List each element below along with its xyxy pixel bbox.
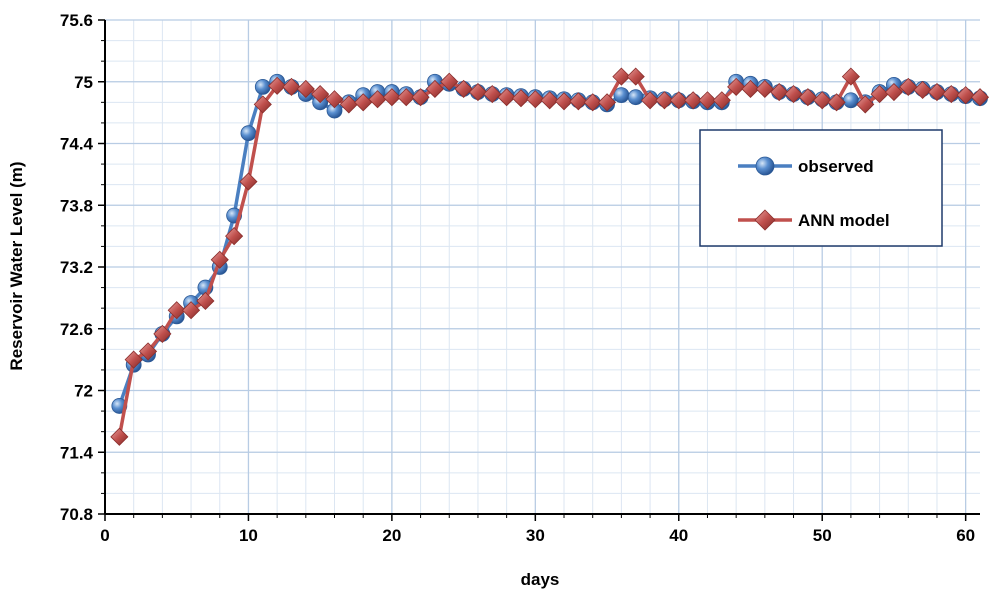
data-point-ann bbox=[597, 93, 617, 112]
y-tick-label: 72 bbox=[74, 382, 93, 401]
data-point-ann bbox=[741, 79, 760, 99]
data-point-ann bbox=[727, 77, 746, 96]
data-point-observed bbox=[240, 125, 257, 142]
y-axis-label: Reservoir Water Level (m) bbox=[7, 161, 26, 370]
x-tick-label: 0 bbox=[100, 526, 109, 545]
data-point-ann bbox=[483, 85, 502, 104]
data-point-ann bbox=[970, 88, 990, 107]
series-ann-model bbox=[110, 67, 990, 446]
data-point-ann bbox=[684, 91, 703, 110]
data-point-ann bbox=[569, 92, 588, 111]
legend-label: ANN model bbox=[798, 211, 890, 230]
x-tick-label: 50 bbox=[813, 526, 832, 545]
y-tick-label: 74.4 bbox=[60, 135, 94, 154]
data-point-ann bbox=[382, 88, 401, 107]
x-axis-label: days bbox=[521, 570, 560, 589]
data-point-ann bbox=[225, 227, 244, 246]
data-point-observed bbox=[613, 87, 630, 104]
data-point-ann bbox=[411, 88, 430, 107]
data-point-ann bbox=[268, 76, 287, 95]
legend-marker-circle bbox=[755, 156, 775, 176]
legend-label: observed bbox=[798, 157, 874, 176]
legend-item-observed: observed bbox=[738, 156, 874, 176]
y-tick-label: 70.8 bbox=[60, 505, 93, 524]
x-tick-label: 30 bbox=[526, 526, 545, 545]
data-point-ann bbox=[927, 82, 947, 102]
data-point-ann bbox=[798, 88, 817, 107]
data-point-ann bbox=[511, 89, 531, 108]
data-point-ann bbox=[468, 82, 488, 102]
data-point-ann bbox=[554, 92, 574, 111]
data-point-ann bbox=[813, 91, 832, 110]
legend-marker-diamond bbox=[754, 209, 776, 231]
axes: 0 10 20 30 40 50 60 70.8 71.4 72 72.6 73.2 73.8 74.4 7… bbox=[60, 11, 980, 545]
y-tick-label: 73.8 bbox=[60, 196, 93, 215]
data-point-ann bbox=[770, 82, 789, 102]
legend: observed ANN model bbox=[699, 129, 943, 247]
x-tick-label: 20 bbox=[382, 526, 401, 545]
data-point-ann bbox=[655, 91, 674, 110]
data-point-ann bbox=[339, 95, 358, 114]
data-point-ann bbox=[755, 79, 774, 99]
data-point-ann bbox=[325, 90, 344, 109]
data-point-ann bbox=[841, 67, 860, 86]
data-point-ann bbox=[124, 350, 143, 369]
data-point-ann bbox=[526, 90, 545, 109]
data-point-ann bbox=[282, 77, 301, 96]
data-point-ann bbox=[210, 250, 229, 269]
data-point-ann bbox=[612, 67, 631, 86]
data-point-ann bbox=[870, 85, 889, 104]
data-point-ann bbox=[784, 85, 803, 104]
data-point-ann bbox=[641, 91, 660, 110]
data-point-ann bbox=[296, 79, 315, 99]
data-point-ann bbox=[167, 301, 186, 320]
y-tick-label: 75.6 bbox=[60, 11, 93, 30]
data-point-ann bbox=[397, 88, 416, 107]
legend-item-ann-model: ANN model bbox=[738, 209, 890, 231]
y-tick-label: 72.6 bbox=[60, 320, 93, 339]
data-point-ann bbox=[626, 67, 645, 86]
legend-box bbox=[699, 129, 943, 247]
y-tick-label: 71.4 bbox=[60, 443, 94, 462]
data-point-ann bbox=[181, 301, 201, 320]
x-tick-label: 40 bbox=[669, 526, 688, 545]
data-point-ann bbox=[138, 342, 158, 361]
data-point-ann bbox=[425, 79, 444, 99]
data-point-ann bbox=[942, 85, 961, 104]
data-point-ann bbox=[239, 172, 258, 191]
data-point-ann bbox=[669, 91, 688, 110]
data-point-ann bbox=[827, 93, 846, 112]
data-point-observed bbox=[254, 78, 271, 95]
data-point-observed bbox=[843, 92, 859, 109]
data-point-ann bbox=[583, 93, 602, 112]
x-tick-label: 10 bbox=[239, 526, 258, 545]
series-layer bbox=[110, 67, 990, 446]
y-tick-label: 73.2 bbox=[60, 258, 93, 277]
data-point-ann bbox=[454, 79, 473, 99]
data-point-ann bbox=[440, 72, 459, 91]
data-point-ann bbox=[884, 82, 904, 102]
data-point-ann bbox=[856, 95, 875, 114]
data-point-ann bbox=[110, 427, 129, 446]
data-point-ann bbox=[153, 324, 172, 343]
data-point-ann bbox=[311, 85, 330, 104]
data-point-ann bbox=[540, 91, 559, 110]
data-point-ann bbox=[913, 80, 932, 100]
x-tick-label: 60 bbox=[956, 526, 975, 545]
data-point-observed bbox=[627, 89, 644, 106]
y-tick-label: 75 bbox=[74, 73, 93, 92]
data-point-ann bbox=[497, 88, 516, 107]
data-point-ann bbox=[368, 90, 387, 109]
data-point-ann bbox=[712, 91, 731, 110]
data-point-ann bbox=[196, 291, 215, 311]
data-point-ann bbox=[899, 77, 918, 96]
data-point-ann bbox=[698, 91, 717, 110]
data-point-ann bbox=[956, 86, 975, 105]
data-point-ann bbox=[253, 95, 272, 114]
